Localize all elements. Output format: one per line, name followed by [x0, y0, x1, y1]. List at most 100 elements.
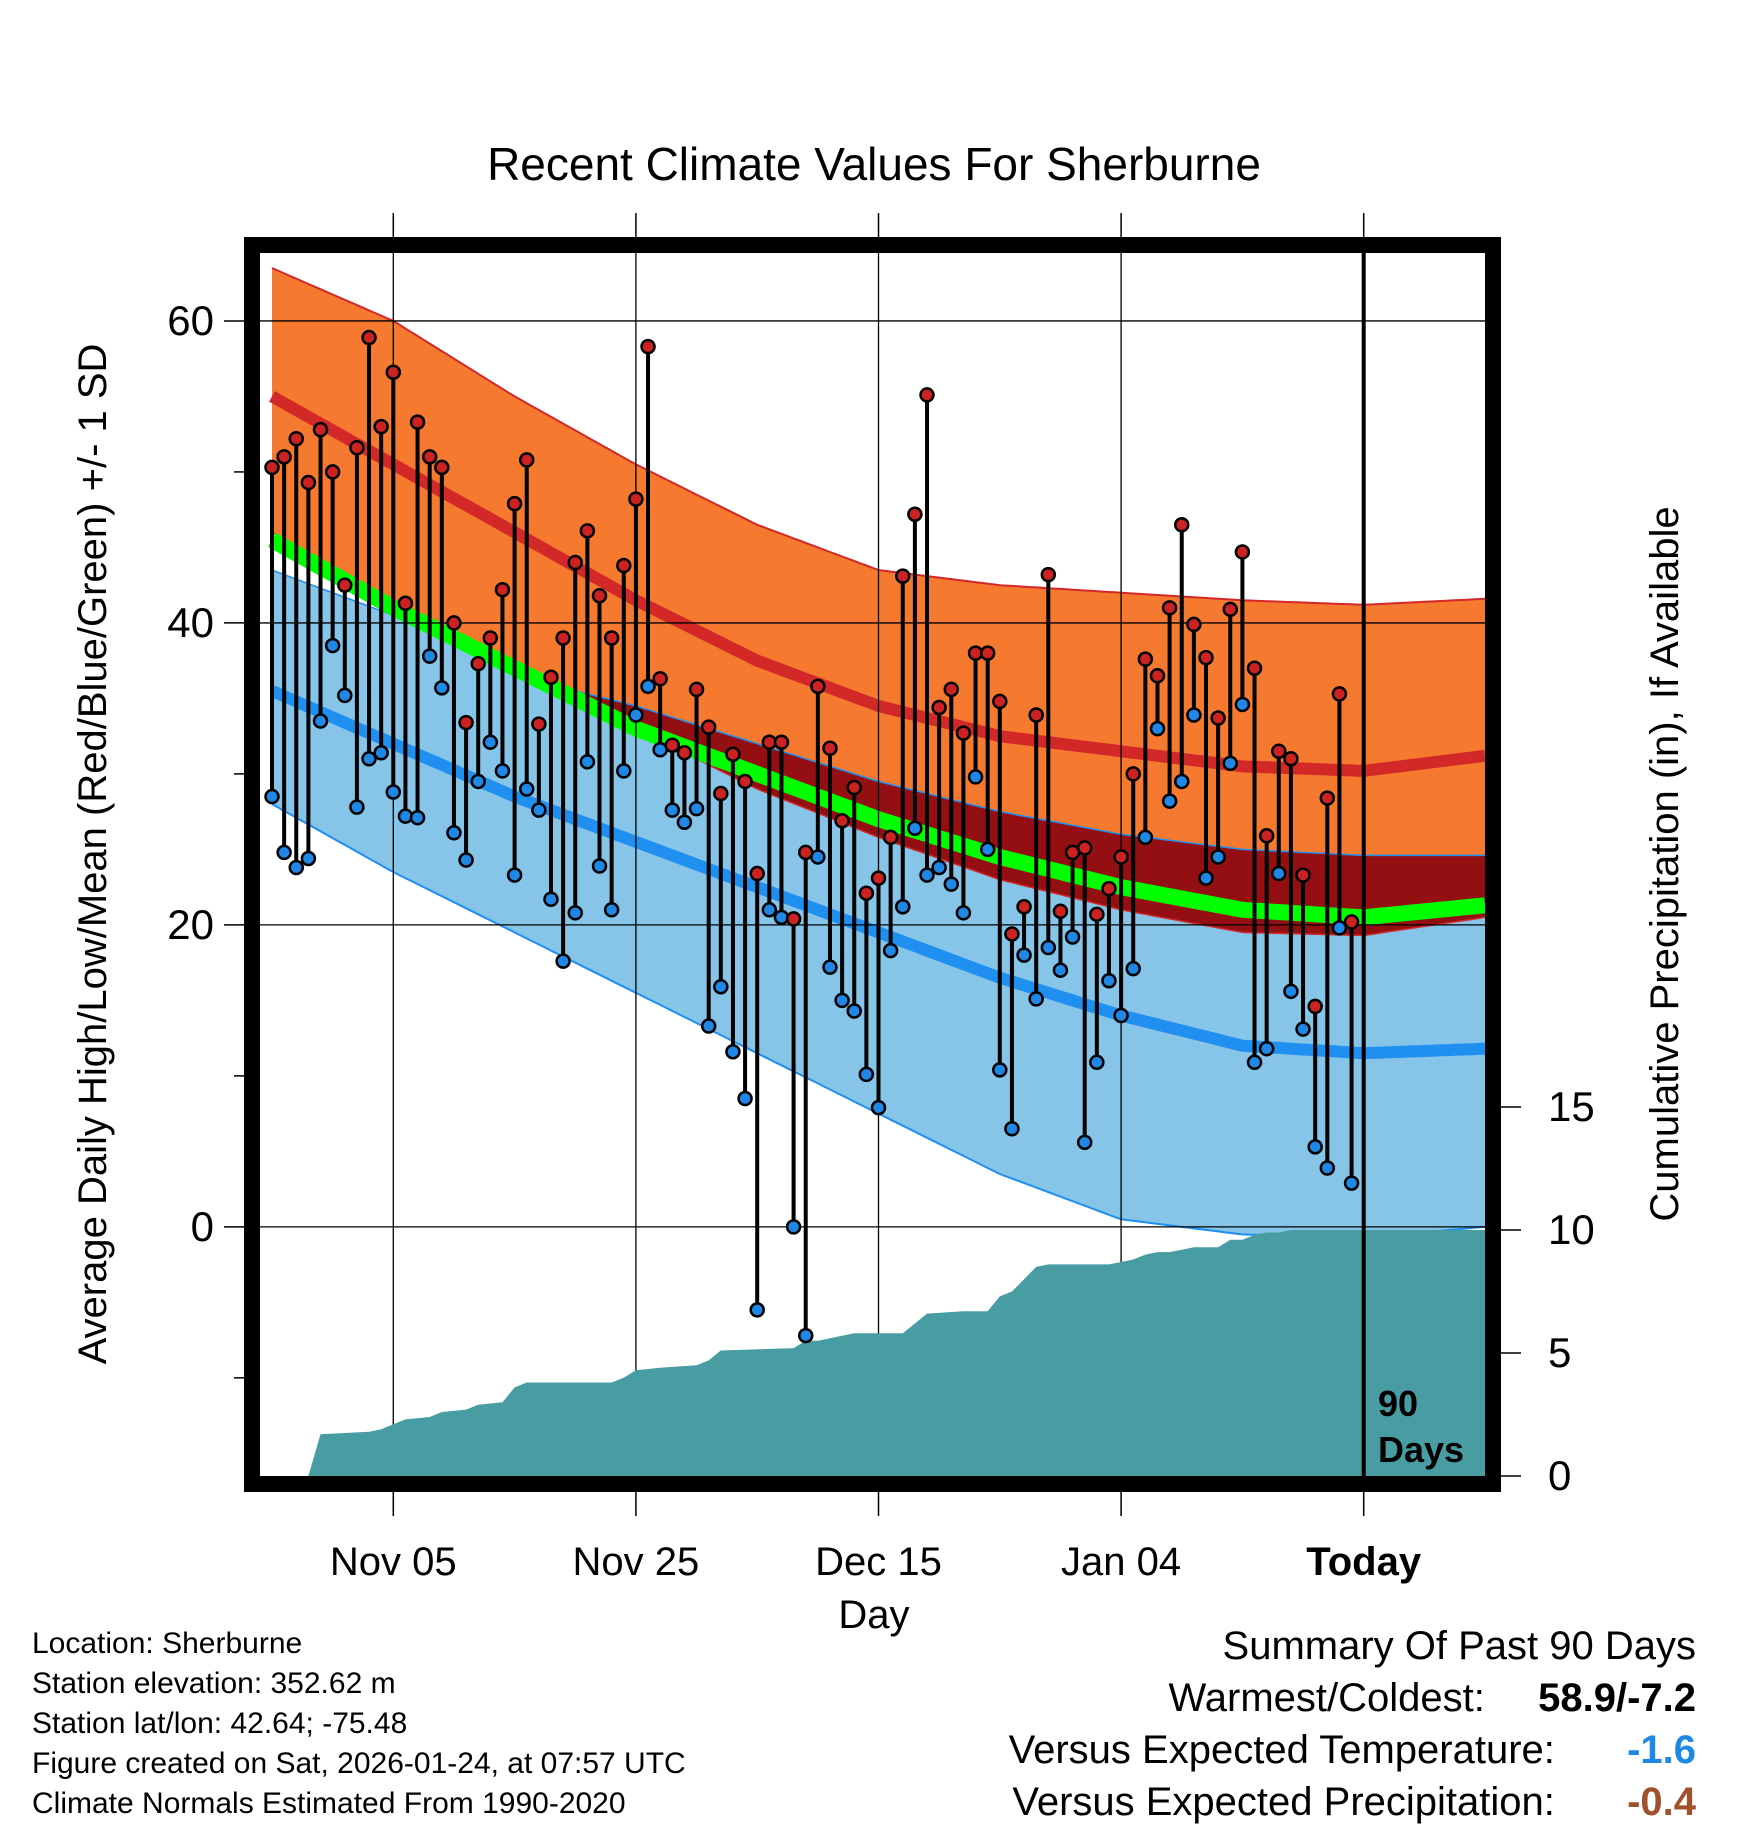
- daily-low-point: [349, 799, 365, 815]
- station-info: Location: Sherburne Station elevation: 3…: [32, 1624, 686, 1824]
- today-label-line1: 90: [1378, 1383, 1418, 1424]
- daily-low-point: [676, 814, 693, 830]
- daily-low-point: [494, 763, 511, 779]
- daily-low-point: [361, 751, 377, 767]
- daily-high-point: [1319, 790, 1336, 806]
- daily-high-point: [846, 779, 862, 796]
- daily-high-point: [1186, 616, 1202, 633]
- daily-low-point: [725, 1043, 741, 1060]
- daily-high-point: [1234, 544, 1251, 560]
- daily-high-point: [1174, 517, 1190, 533]
- summary-label: Warmest/Coldest:: [1168, 1676, 1485, 1720]
- daily-low-point: [288, 859, 305, 876]
- daily-low-point: [846, 1003, 862, 1019]
- y2-tick-label: 10: [1548, 1206, 1595, 1253]
- plot-frame: [244, 237, 1501, 1492]
- daily-high-point: [955, 725, 972, 741]
- daily-high-point: [324, 464, 341, 480]
- daily-high-point: [288, 430, 305, 447]
- daily-low-point: [1246, 1054, 1263, 1071]
- daily-low-point: [1137, 829, 1154, 846]
- daily-low-point: [1174, 773, 1190, 790]
- daily-low-point: [1004, 1120, 1020, 1137]
- daily-low-point: [421, 648, 438, 664]
- daily-high-point: [591, 587, 608, 604]
- daily-high-point: [737, 773, 753, 790]
- daily-low-point: [992, 1062, 1008, 1078]
- daily-high-point: [579, 523, 596, 539]
- daily-high-point: [1210, 710, 1226, 726]
- daily-high-point: [785, 911, 802, 927]
- daily-high-point: [518, 452, 535, 468]
- daily-low-point: [506, 867, 523, 883]
- daily-high-point: [858, 885, 875, 901]
- daily-high-point: [1028, 707, 1044, 723]
- daily-low-point: [1343, 1175, 1360, 1191]
- y-tick-label: 40: [167, 599, 214, 646]
- daily-low-point: [1331, 920, 1348, 936]
- daily-high-point: [1149, 668, 1166, 684]
- daily-low-point: [1089, 1054, 1105, 1071]
- summary-row-precipitation: Versus Expected Precipitation: -0.4: [1009, 1776, 1696, 1828]
- daily-low-point: [858, 1066, 875, 1083]
- daily-high-point: [1125, 766, 1141, 782]
- summary-value: -1.6: [1627, 1728, 1696, 1772]
- daily-high-point: [1101, 880, 1117, 897]
- daily-low-point: [567, 905, 583, 921]
- daily-high-point: [312, 421, 329, 438]
- daily-high-point: [446, 615, 462, 631]
- daily-low-point: [688, 800, 705, 817]
- daily-high-point: [1222, 601, 1239, 618]
- daily-high-point: [603, 630, 620, 646]
- daily-low-point: [555, 953, 571, 969]
- daily-low-point: [1149, 720, 1166, 737]
- daily-high-point: [482, 630, 499, 646]
- daily-high-point: [931, 699, 947, 716]
- station-latlon: Station lat/lon: 42.64; -75.48: [32, 1707, 408, 1740]
- daily-low-point: [616, 763, 632, 779]
- daily-high-point: [264, 459, 280, 476]
- daily-high-point: [1295, 867, 1311, 883]
- daily-low-point: [955, 905, 972, 921]
- daily-low-point: [1052, 962, 1069, 978]
- daily-low-point: [1198, 870, 1214, 886]
- daily-high-point: [882, 829, 899, 846]
- daily-low-point: [579, 754, 596, 770]
- daily-high-point: [943, 681, 960, 698]
- daily-high-point: [725, 746, 741, 763]
- daily-high-point: [385, 364, 402, 381]
- daily-high-point: [397, 595, 414, 612]
- daily-low-point: [1271, 865, 1287, 882]
- daily-low-point: [1222, 755, 1239, 772]
- daily-low-point: [531, 802, 547, 818]
- x-tick-label: Dec 15: [815, 1540, 942, 1584]
- daily-high-point: [1343, 914, 1360, 930]
- daily-low-point: [1125, 960, 1141, 977]
- daily-low-point: [664, 802, 681, 818]
- y-tick-label: 60: [167, 297, 214, 344]
- daily-low-point: [1113, 1007, 1129, 1024]
- daily-low-point: [482, 734, 499, 750]
- daily-low-point: [834, 992, 850, 1009]
- daily-low-point: [1295, 1021, 1311, 1037]
- daily-high-point: [337, 577, 353, 593]
- cumulative-precip-area: [272, 1230, 1485, 1476]
- summary-title: Summary Of Past 90 Days: [1222, 1624, 1696, 1668]
- x-tick-label: Nov 05: [330, 1540, 457, 1584]
- daily-high-point: [1246, 660, 1263, 676]
- daily-low-point: [810, 849, 826, 865]
- daily-low-point: [337, 687, 353, 704]
- daily-low-point: [907, 820, 923, 837]
- daily-high-point: [1258, 828, 1275, 844]
- daily-high-point: [979, 645, 996, 661]
- summary-panel: Summary Of Past 90 Days Warmest/Coldest:…: [1009, 1620, 1696, 1828]
- summary-label: Versus Expected Temperature:: [1008, 1728, 1555, 1772]
- daily-low-point: [1258, 1040, 1275, 1057]
- daily-low-point: [1028, 991, 1044, 1007]
- daily-high-point: [895, 568, 911, 584]
- daily-high-point: [640, 338, 656, 355]
- daily-low-point: [640, 678, 656, 695]
- daily-low-point: [1234, 696, 1251, 713]
- daily-high-point: [676, 745, 693, 761]
- daily-low-point: [434, 680, 450, 696]
